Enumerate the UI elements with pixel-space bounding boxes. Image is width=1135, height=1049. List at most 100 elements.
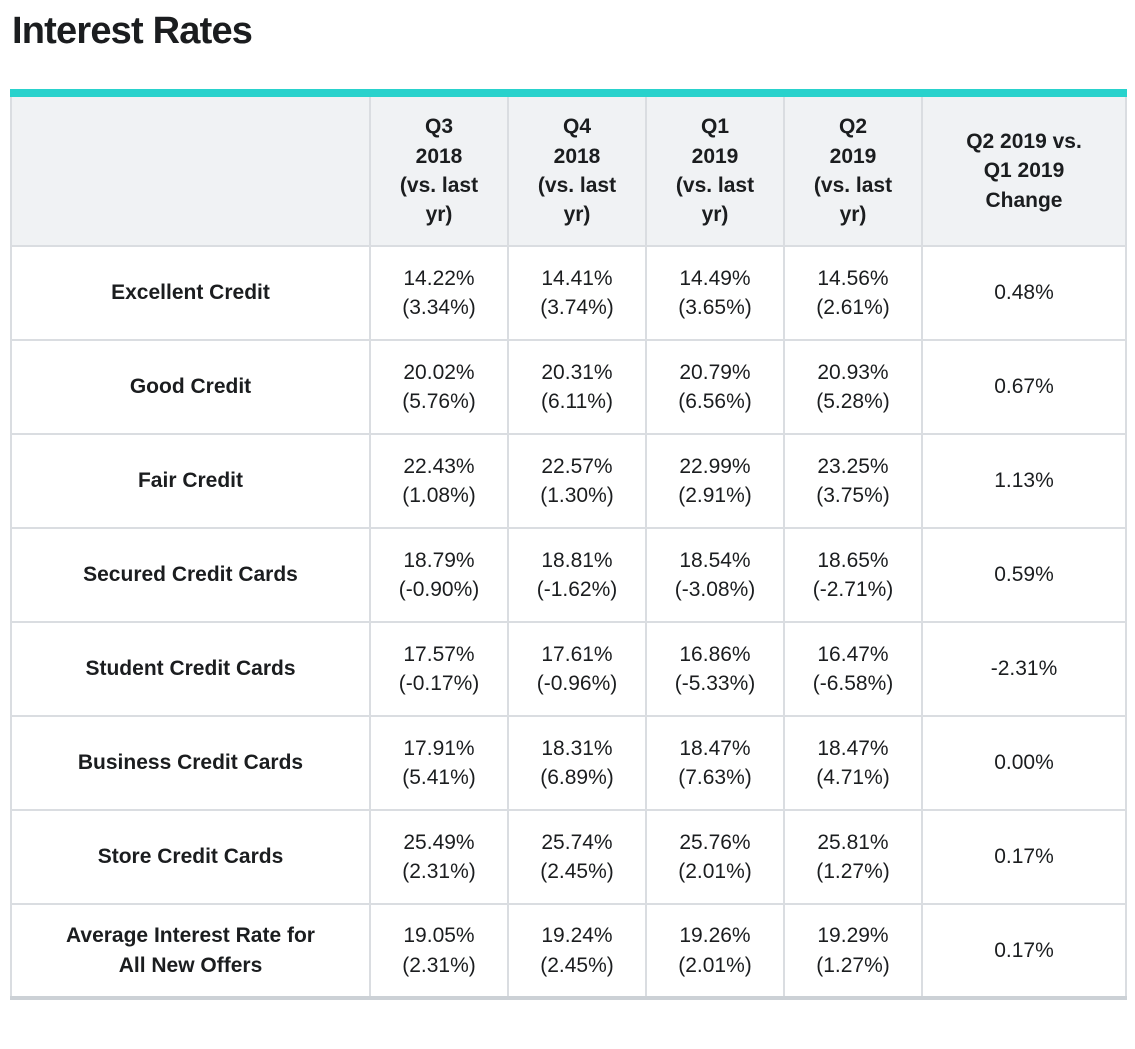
rate-value: 18.54% (679, 548, 751, 572)
yoy-value: (-3.08%) (674, 578, 756, 601)
table-row-business-credit-cards: Business Credit Cards 17.91% (5.41%) 18.3… (10, 715, 1127, 811)
table-row-average-all-new-offers: Average Interest Rate for All New Offers… (10, 903, 1127, 999)
rate-cell: 18.65% (-2.71%) (783, 527, 923, 623)
column-header-q2-2019: Q2 2019 (vs. last yr) (783, 92, 923, 247)
yoy-value: (3.65%) (678, 296, 752, 319)
yoy-value: (4.71%) (816, 766, 890, 789)
rate-value: 20.93% (817, 360, 889, 384)
rate-cell: 25.76% (2.01%) (645, 809, 785, 905)
rate-cell: 22.99% (2.91%) (645, 433, 785, 529)
change-cell: 0.00% (921, 715, 1127, 811)
yoy-value: (5.76%) (402, 390, 476, 413)
yoy-value: (3.34%) (402, 296, 476, 319)
rate-value: 14.49% (679, 266, 751, 290)
yoy-value: (2.01%) (678, 860, 752, 883)
yoy-value: (2.45%) (540, 953, 614, 977)
rate-cell: 19.26% (2.01%) (645, 903, 785, 999)
column-header-q4-2018: Q4 2018 (vs. last yr) (507, 92, 647, 247)
column-header-change: Q2 2019 vs. Q1 2019 Change (921, 92, 1127, 247)
rate-cell: 14.49% (3.65%) (645, 245, 785, 341)
rate-value: 16.47% (817, 642, 889, 666)
rate-value: 25.49% (403, 830, 475, 854)
row-label: Good Credit (10, 339, 371, 435)
rate-value: 17.61% (541, 642, 613, 666)
yoy-value: (2.45%) (540, 860, 614, 883)
yoy-value: (2.61%) (816, 296, 890, 319)
rate-value: 18.81% (541, 548, 613, 572)
table-row-good-credit: Good Credit 20.02% (5.76%) 20.31% (6.11%) … (10, 339, 1127, 435)
rate-value: 19.26% (679, 924, 751, 948)
rate-value: 18.31% (541, 736, 613, 760)
change-cell: -2.31% (921, 621, 1127, 717)
rate-value: 16.86% (679, 642, 751, 666)
row-label: Fair Credit (10, 433, 371, 529)
yoy-value: (3.75%) (816, 484, 890, 507)
rate-cell: 19.05% (2.31%) (369, 903, 509, 999)
rate-value: 18.79% (403, 548, 475, 572)
table-row-secured-credit-cards: Secured Credit Cards 18.79% (-0.90%) 18.8… (10, 527, 1127, 623)
row-label: Store Credit Cards (10, 809, 371, 905)
yoy-value: (2.31%) (402, 953, 476, 977)
rate-value: 17.57% (403, 642, 475, 666)
rate-cell: 20.02% (5.76%) (369, 339, 509, 435)
yoy-value: (6.89%) (540, 766, 614, 789)
rate-cell: 18.79% (-0.90%) (369, 527, 509, 623)
rate-value: 23.25% (817, 454, 889, 478)
change-cell: 0.17% (921, 809, 1127, 905)
interest-rates-table: Q3 2018 (vs. last yr) Q4 2018 (vs. last … (10, 89, 1127, 1000)
yoy-value: (1.30%) (540, 484, 614, 507)
yoy-value: (6.56%) (678, 390, 752, 413)
rate-value: 19.24% (541, 924, 613, 948)
row-label: Average Interest Rate for All New Offers (10, 903, 371, 999)
yoy-value: (-6.58%) (812, 672, 894, 695)
yoy-value: (3.74%) (540, 296, 614, 319)
rate-cell: 17.61% (-0.96%) (507, 621, 647, 717)
yoy-value: (1.08%) (402, 484, 476, 507)
header-row: Q3 2018 (vs. last yr) Q4 2018 (vs. last … (10, 92, 1127, 247)
table-body: Excellent Credit 14.22% (3.34%) 14.41% (3.… (10, 245, 1127, 999)
yoy-value: (-0.90%) (398, 578, 480, 601)
rate-cell: 14.22% (3.34%) (369, 245, 509, 341)
rate-cell: 20.79% (6.56%) (645, 339, 785, 435)
rate-cell: 17.57% (-0.17%) (369, 621, 509, 717)
yoy-value: (1.27%) (816, 860, 890, 883)
rate-value: 17.91% (403, 736, 475, 760)
yoy-value: (2.01%) (678, 953, 752, 977)
yoy-value: (2.31%) (402, 860, 476, 883)
table-row-store-credit-cards: Store Credit Cards 25.49% (2.31%) 25.74% (… (10, 809, 1127, 905)
rate-cell: 14.41% (3.74%) (507, 245, 647, 341)
yoy-value: (-0.17%) (398, 672, 480, 695)
rate-cell: 14.56% (2.61%) (783, 245, 923, 341)
yoy-value: (1.27%) (816, 953, 890, 977)
yoy-value: (2.91%) (678, 484, 752, 507)
change-cell: 0.59% (921, 527, 1127, 623)
rate-cell: 20.31% (6.11%) (507, 339, 647, 435)
rate-cell: 25.81% (1.27%) (783, 809, 923, 905)
rate-cell: 18.47% (7.63%) (645, 715, 785, 811)
table-row-excellent-credit: Excellent Credit 14.22% (3.34%) 14.41% (3.… (10, 245, 1127, 341)
change-cell: 0.67% (921, 339, 1127, 435)
rate-value: 25.76% (679, 830, 751, 854)
yoy-value: (7.63%) (678, 766, 752, 789)
rate-cell: 19.24% (2.45%) (507, 903, 647, 999)
rate-cell: 20.93% (5.28%) (783, 339, 923, 435)
rate-cell: 22.43% (1.08%) (369, 433, 509, 529)
yoy-value: (5.28%) (816, 390, 890, 413)
row-label: Excellent Credit (10, 245, 371, 341)
corner-cell (10, 92, 371, 247)
rate-cell: 16.86% (-5.33%) (645, 621, 785, 717)
rate-value: 19.05% (403, 924, 475, 948)
column-header-q1-2019: Q1 2019 (vs. last yr) (645, 92, 785, 247)
yoy-value: (-2.71%) (812, 578, 894, 601)
change-cell: 0.48% (921, 245, 1127, 341)
rate-cell: 23.25% (3.75%) (783, 433, 923, 529)
rate-value: 20.31% (541, 360, 613, 384)
row-label: Secured Credit Cards (10, 527, 371, 623)
rate-value: 25.81% (817, 830, 889, 854)
rate-cell: 18.81% (-1.62%) (507, 527, 647, 623)
change-cell: 0.17% (921, 903, 1127, 999)
table-header: Q3 2018 (vs. last yr) Q4 2018 (vs. last … (10, 92, 1127, 247)
rate-value: 14.56% (817, 266, 889, 290)
rate-value: 25.74% (541, 830, 613, 854)
table-row-student-credit-cards: Student Credit Cards 17.57% (-0.17%) 17.6… (10, 621, 1127, 717)
